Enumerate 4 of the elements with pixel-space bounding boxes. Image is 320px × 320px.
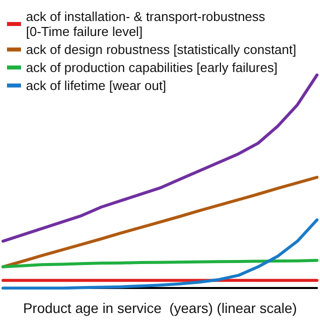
legend-label: ack of production capabilities [early failures] (26, 60, 278, 75)
legend-label: ack of design robustness [statistically constant] (26, 42, 296, 57)
x-axis-title: Product age in service (years) (linear scale) (23, 300, 297, 316)
legend-label: ack of lifetime [wear out] (26, 78, 166, 93)
